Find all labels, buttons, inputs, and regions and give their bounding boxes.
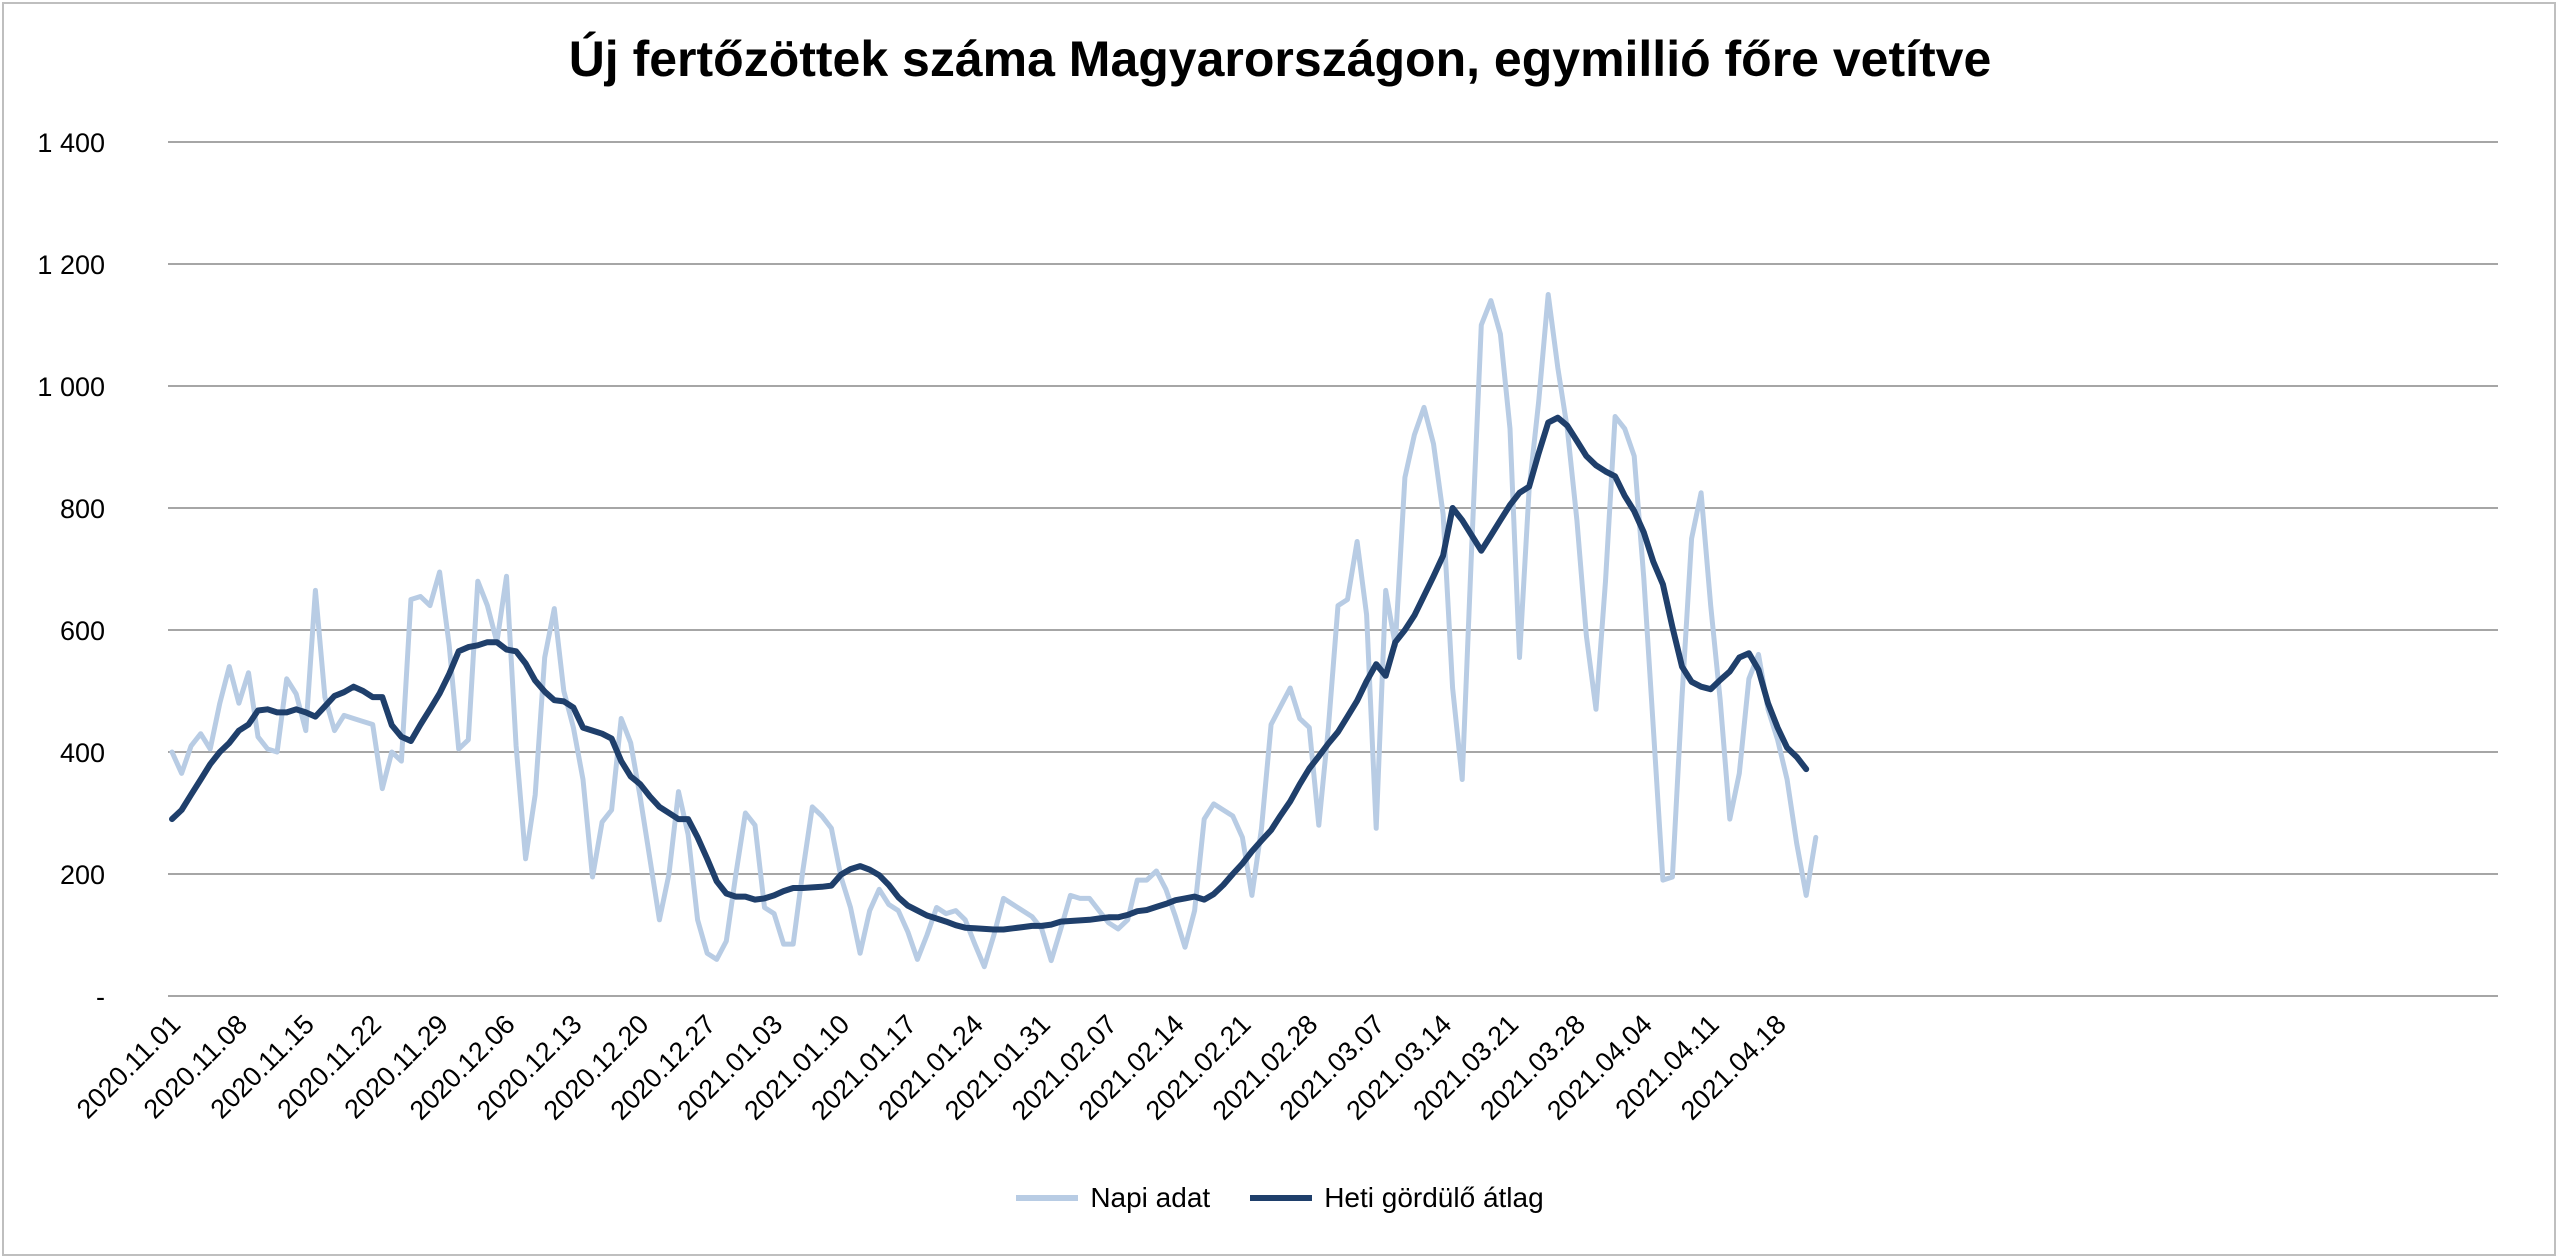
legend-item-weekly: Heti gördülő átlag bbox=[1250, 1182, 1544, 1214]
grid-lines bbox=[168, 141, 2498, 997]
y-tick-label: 800 bbox=[60, 494, 105, 524]
series-lines bbox=[169, 292, 1819, 970]
chart-title: Új fertőzöttek száma Magyarországon, egy… bbox=[568, 31, 1992, 87]
legend: Napi adat Heti gördülő átlag bbox=[0, 1182, 2560, 1214]
y-tick-label: 1 000 bbox=[37, 372, 105, 402]
legend-item-daily: Napi adat bbox=[1016, 1182, 1210, 1214]
x-axis-ticks: 2020.11.012020.11.082020.11.152020.11.22… bbox=[71, 1009, 1792, 1126]
y-tick-label: 200 bbox=[60, 860, 105, 890]
y-tick-label: - bbox=[96, 982, 105, 1012]
y-tick-label: 1 200 bbox=[37, 250, 105, 280]
legend-label-weekly: Heti gördülő átlag bbox=[1324, 1182, 1544, 1213]
series-line-daily bbox=[169, 292, 1819, 970]
y-tick-label: 600 bbox=[60, 616, 105, 646]
series-line-weekly bbox=[169, 414, 1810, 933]
legend-swatch-weekly bbox=[1250, 1195, 1313, 1201]
y-tick-label: 400 bbox=[60, 738, 105, 768]
y-axis-ticks: - 200 400 600 800 1 000 1 200 1 400 bbox=[37, 128, 105, 1012]
legend-label-daily: Napi adat bbox=[1090, 1182, 1211, 1213]
y-tick-label: 1 400 bbox=[37, 128, 105, 158]
legend-swatch-daily bbox=[1016, 1195, 1079, 1201]
